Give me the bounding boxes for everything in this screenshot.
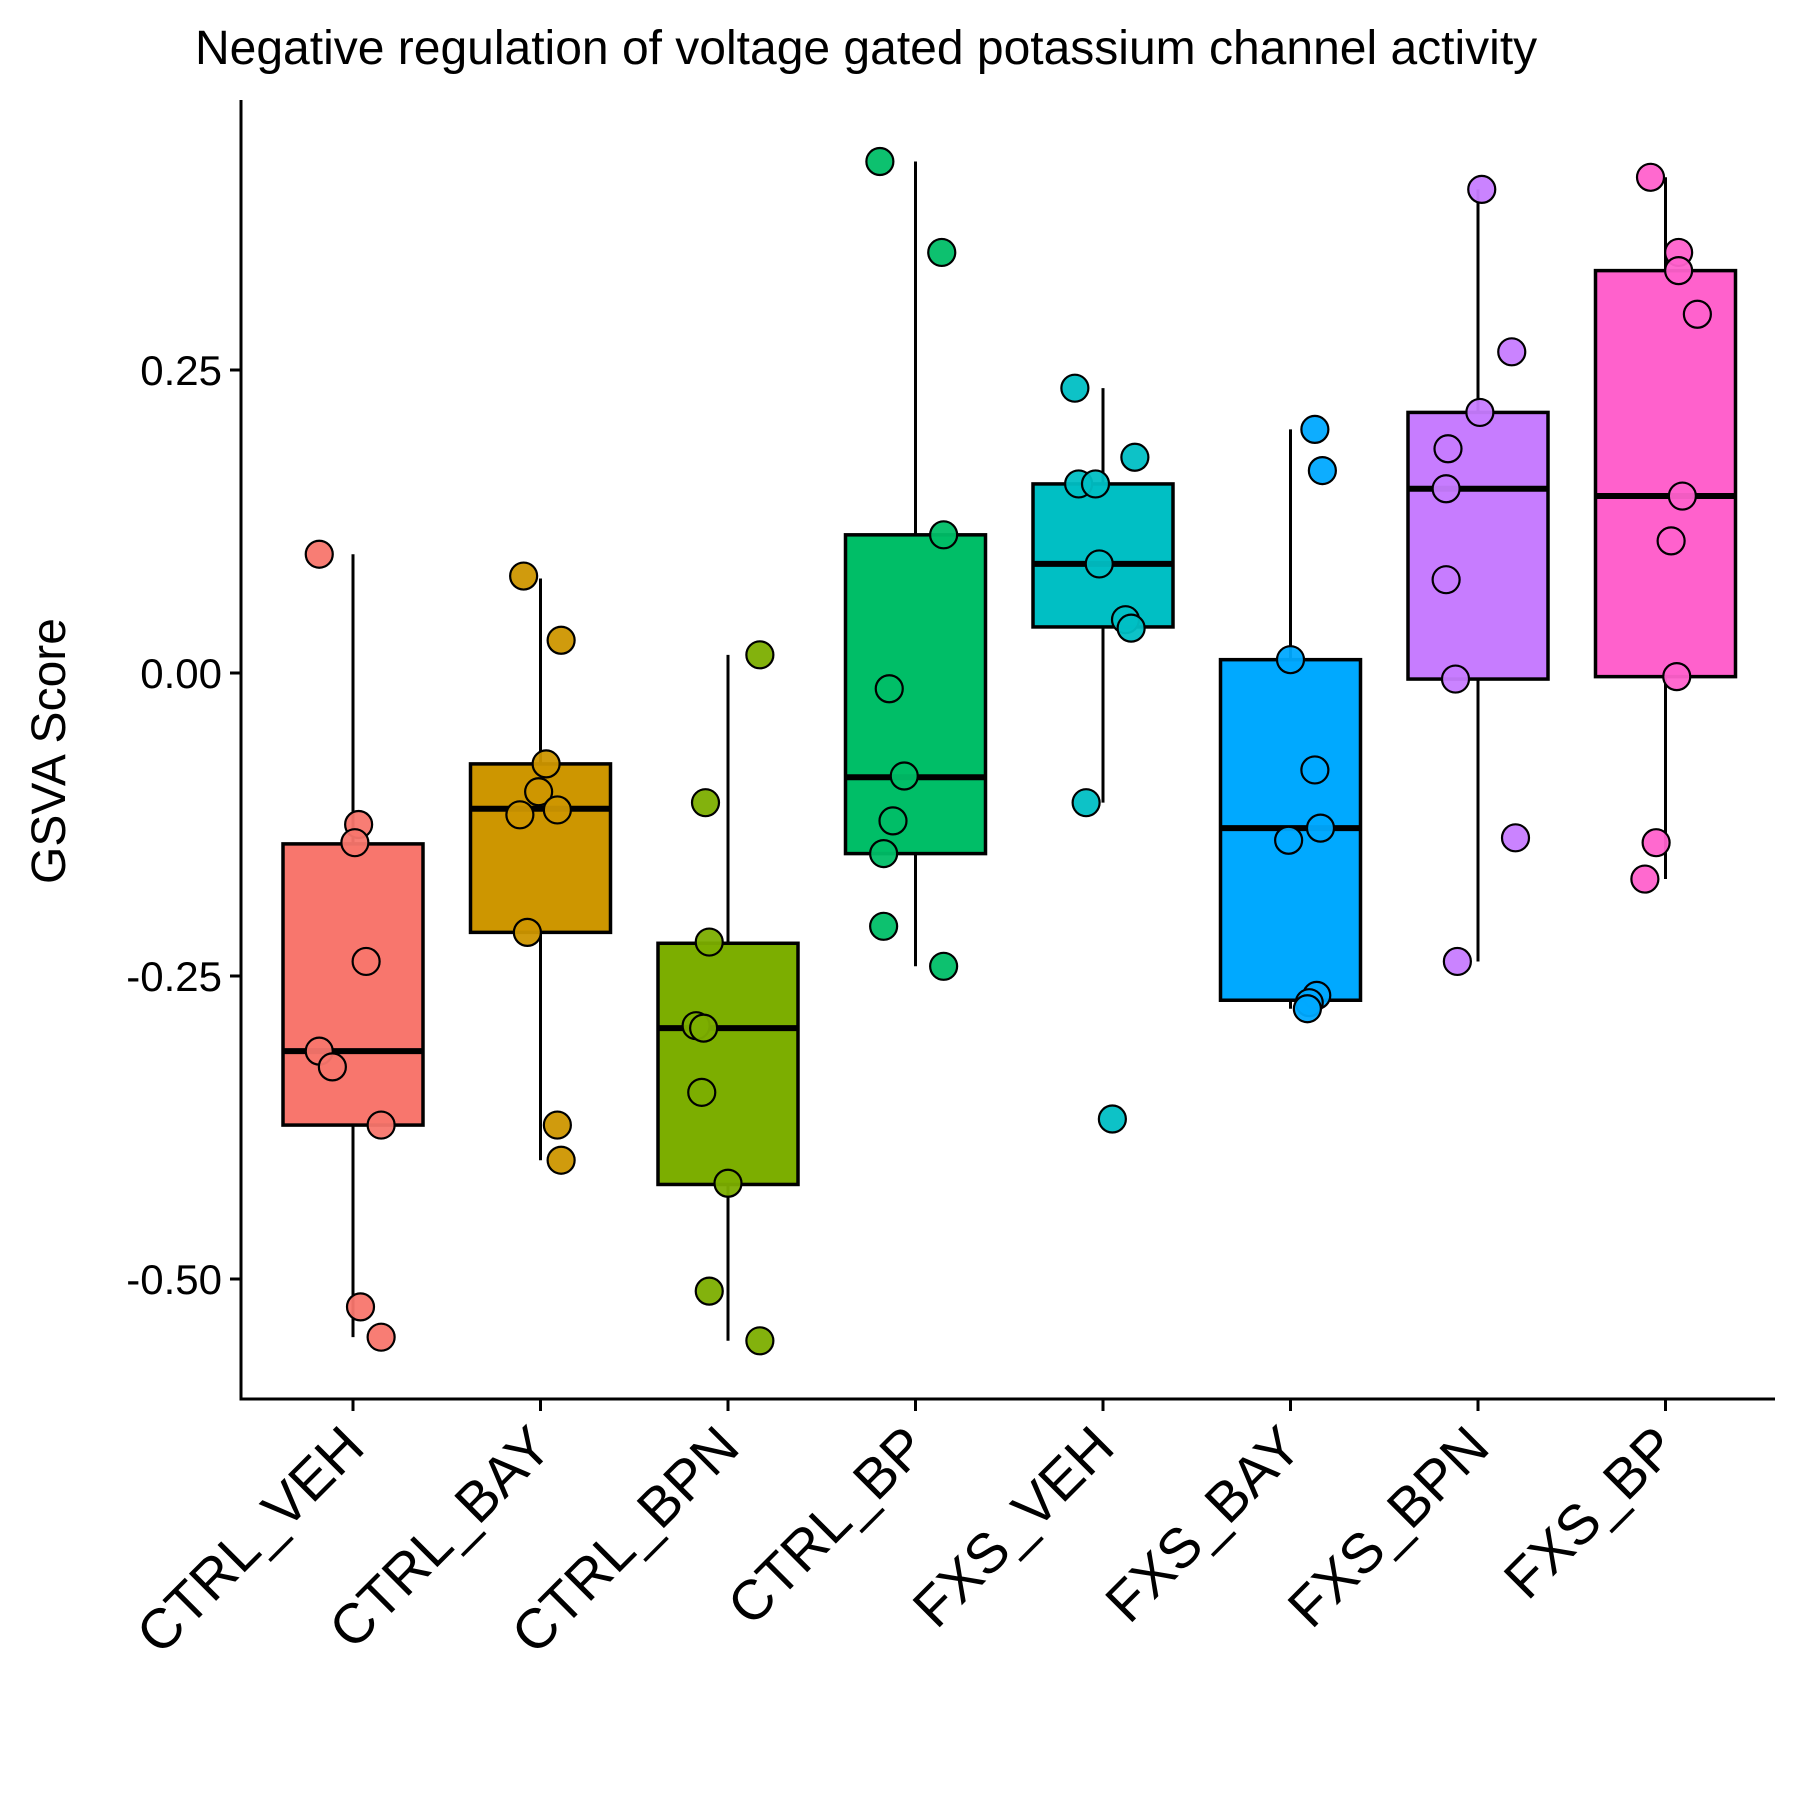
data-point <box>869 838 899 869</box>
data-point <box>1071 788 1101 818</box>
data-point <box>340 828 370 858</box>
data-point <box>1292 994 1322 1024</box>
data-point <box>929 520 959 550</box>
data-point <box>874 674 904 704</box>
data-point <box>1662 662 1692 692</box>
box-iqr <box>1406 410 1550 681</box>
data-point <box>1442 946 1472 977</box>
data-point <box>1305 813 1336 843</box>
data-point <box>1682 299 1712 329</box>
data-point <box>865 146 895 177</box>
data-point <box>1630 864 1660 894</box>
data-point <box>690 788 721 818</box>
box-group-fxs-bp <box>1593 162 1738 894</box>
data-point <box>1500 823 1531 853</box>
data-point <box>505 800 535 830</box>
data-point <box>1274 825 1304 855</box>
data-point <box>1060 373 1090 403</box>
data-point <box>512 917 542 947</box>
y-tick-label: -0.50 <box>126 1256 222 1303</box>
data-point <box>1084 549 1114 579</box>
x-tick-label: FXS_BPN <box>1275 1414 1500 1639</box>
chart-title: Negative regulation of voltage gated pot… <box>195 22 1537 75</box>
box-group-fxs-veh <box>1031 373 1175 1134</box>
data-point <box>694 1276 724 1306</box>
box-group-ctrl-bp <box>843 146 988 981</box>
box-iqr <box>1593 268 1738 679</box>
data-point <box>929 951 959 981</box>
data-point <box>869 911 899 941</box>
data-point <box>745 640 775 670</box>
data-point <box>1467 174 1497 205</box>
data-point <box>317 1052 347 1082</box>
data-point <box>1664 256 1694 286</box>
data-point <box>1465 397 1495 428</box>
data-point <box>1635 162 1666 192</box>
data-point <box>1440 664 1471 694</box>
data-point <box>745 1326 775 1356</box>
data-point <box>366 1322 396 1352</box>
y-axis-ticks: 0.25 0.00 -0.25 -0.50 <box>126 347 241 1303</box>
data-point <box>366 1110 396 1140</box>
data-point <box>531 749 561 779</box>
box-iqr <box>656 941 800 1187</box>
data-point <box>927 237 957 268</box>
data-point <box>1307 455 1337 486</box>
y-tick-label: -0.25 <box>126 953 222 1000</box>
data-point <box>689 1013 719 1043</box>
box-group-fxs-bpn <box>1406 174 1550 977</box>
data-point <box>1300 414 1330 444</box>
data-point <box>1275 645 1306 675</box>
x-tick-label: FXS_VEH <box>900 1414 1125 1639</box>
data-point <box>351 946 381 977</box>
data-point <box>713 1168 743 1198</box>
data-point <box>546 625 576 655</box>
data-point <box>694 927 724 957</box>
data-point <box>1120 442 1150 472</box>
x-tick-label: FXS_BAY <box>1093 1414 1313 1634</box>
y-tick-label: 0.25 <box>140 347 222 394</box>
box-group-ctrl-veh <box>281 539 425 1352</box>
data-point <box>1497 337 1527 367</box>
x-tick-label: CTRL_BP <box>715 1414 938 1637</box>
data-point <box>1656 526 1686 556</box>
data-point <box>542 795 572 825</box>
data-point <box>878 806 908 836</box>
data-point <box>889 761 919 791</box>
data-point <box>345 1292 376 1322</box>
box-group-ctrl-bpn <box>656 640 800 1356</box>
data-point <box>1431 474 1461 504</box>
x-tick-label: FXS_BP <box>1492 1414 1688 1610</box>
data-point <box>304 539 334 569</box>
box-iqr <box>843 533 988 856</box>
data-point <box>524 777 554 807</box>
data-point <box>1116 613 1146 643</box>
data-point <box>1431 565 1461 595</box>
data-point <box>509 561 539 591</box>
data-point <box>1667 481 1697 511</box>
data-point <box>1080 469 1111 499</box>
data-point <box>542 1110 572 1140</box>
y-tick-label: 0.00 <box>140 650 222 697</box>
data-point <box>1300 755 1330 785</box>
data-point <box>1097 1104 1127 1134</box>
x-axis-ticks: CTRL_VEHCTRL_BAYCTRL_BPNCTRL_BPFXS_VEHFX… <box>124 1399 1688 1665</box>
y-axis-title: GSVA Score <box>23 618 76 884</box>
box-group-fxs-bay <box>1218 414 1363 1024</box>
data-point <box>546 1145 576 1175</box>
box-iqr <box>281 842 425 1127</box>
data-point <box>687 1077 717 1107</box>
data-point <box>1641 828 1671 858</box>
box-group-ctrl-bay <box>468 561 613 1175</box>
plot-area <box>281 146 1738 1356</box>
box-iqr <box>1031 482 1175 629</box>
data-point <box>1433 434 1463 464</box>
